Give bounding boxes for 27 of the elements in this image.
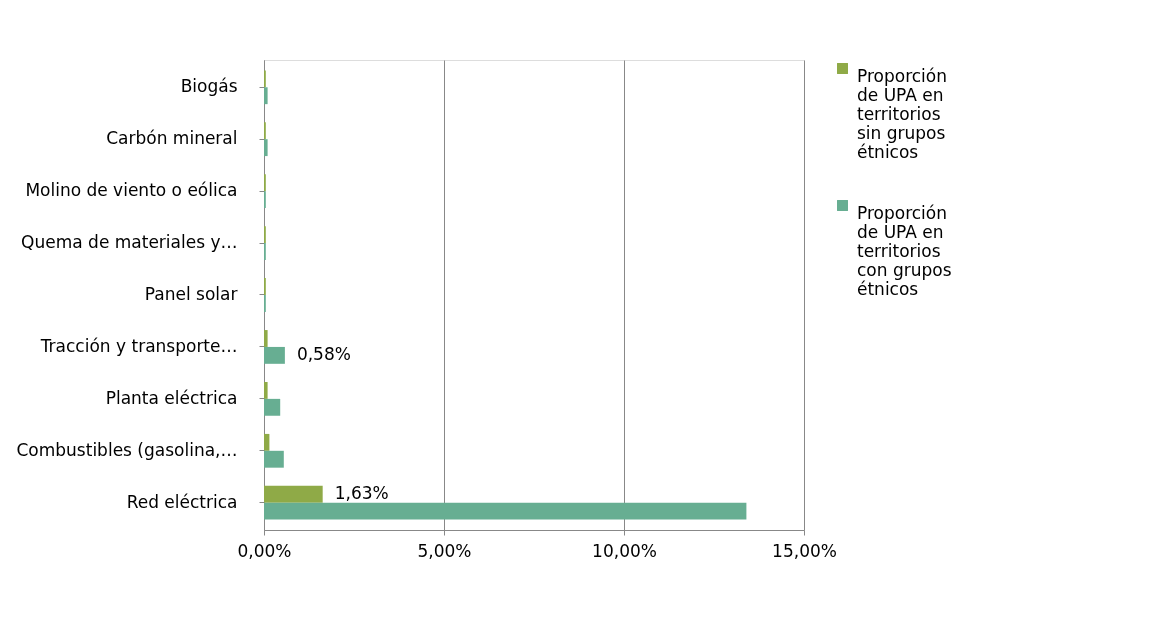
y-tick-label: Molino de viento o eólica xyxy=(25,180,238,201)
bar xyxy=(264,330,268,347)
x-tick-label: 10,00% xyxy=(592,540,657,561)
bar xyxy=(264,502,747,520)
bar xyxy=(264,398,281,416)
x-tick-label: 15,00% xyxy=(772,540,837,561)
data-label: 1,63% xyxy=(334,483,389,504)
y-tick-label: Quema de materiales y… xyxy=(21,232,238,253)
data-label: 0,58% xyxy=(296,344,351,365)
y-tick-label: Carbón mineral xyxy=(106,128,238,149)
x-tick-label: 0,00% xyxy=(237,540,292,561)
y-tick-label: Combustibles (gasolina,… xyxy=(16,439,238,460)
y-tick-label: Panel solar xyxy=(144,284,238,304)
y-tick-label: Biogás xyxy=(180,76,238,97)
y-tick-label: Planta eléctrica xyxy=(105,387,238,408)
bar xyxy=(264,346,285,364)
bar xyxy=(264,139,268,157)
bar xyxy=(264,381,268,399)
bar xyxy=(264,87,268,105)
y-tick-label: Tracción y transporte… xyxy=(39,335,238,356)
bar xyxy=(264,433,270,451)
bar xyxy=(264,450,284,468)
legend-label: Proporción de UPA en territorios sin grupos étnicos xyxy=(857,65,948,162)
x-tick-label: 5,00% xyxy=(417,540,472,561)
legend-label: Proporción de UPA en territorios con grupos étnicos xyxy=(857,202,952,299)
bar xyxy=(264,485,323,503)
y-tick-label: Red eléctrica xyxy=(126,491,238,512)
